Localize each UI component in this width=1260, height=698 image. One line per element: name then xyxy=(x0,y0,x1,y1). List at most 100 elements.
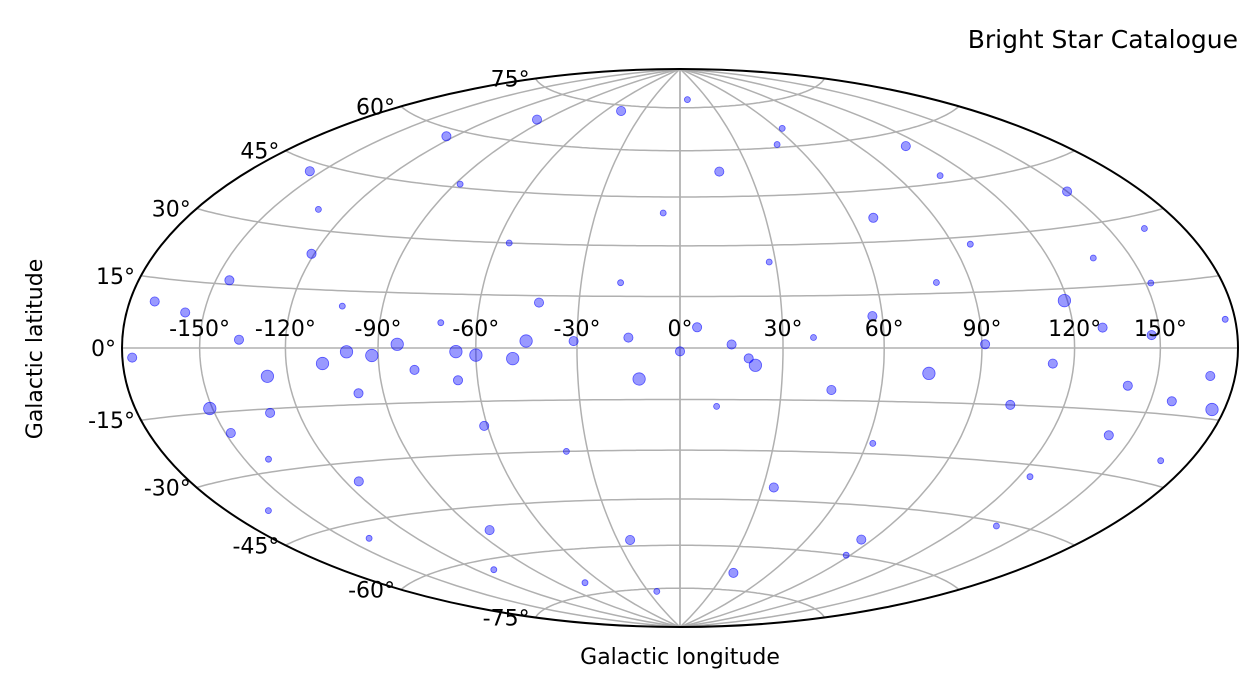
star-point xyxy=(338,302,346,310)
star-point xyxy=(842,551,850,559)
y-tick-label: 0° xyxy=(91,337,116,362)
star-point xyxy=(1205,370,1216,381)
star-point xyxy=(203,401,217,416)
star-point xyxy=(632,372,646,386)
star-point xyxy=(490,566,498,574)
y-tick-label: 60° xyxy=(356,95,395,120)
star-point xyxy=(1205,402,1219,417)
star-point xyxy=(826,384,837,395)
star-point xyxy=(456,180,464,188)
star-point xyxy=(1146,330,1157,341)
longitude-gridline xyxy=(679,68,1076,628)
star-point xyxy=(568,336,579,347)
star-point xyxy=(623,332,634,343)
star-point xyxy=(353,388,364,399)
y-axis-label: Galactic latitude xyxy=(23,259,48,439)
star-point xyxy=(469,348,483,362)
y-tick-label: -15° xyxy=(88,409,135,434)
star-point xyxy=(692,322,703,333)
star-point xyxy=(306,248,317,259)
star-point xyxy=(437,319,445,327)
x-tick-label: 90° xyxy=(963,317,1002,342)
longitude-gridline xyxy=(679,68,1162,628)
star-point xyxy=(728,567,739,578)
star-point xyxy=(1097,322,1108,333)
star-point xyxy=(1005,399,1016,410)
star-point xyxy=(1089,254,1097,262)
star-point xyxy=(365,534,373,542)
x-tick-label: -90° xyxy=(355,317,402,342)
star-point xyxy=(726,339,737,350)
star-point xyxy=(1062,186,1073,197)
star-point xyxy=(484,525,495,536)
star-point xyxy=(659,209,667,217)
x-tick-label: -120° xyxy=(255,317,316,342)
star-point xyxy=(441,131,452,142)
star-point xyxy=(933,279,940,286)
y-tick-label: 45° xyxy=(240,140,279,165)
star-point xyxy=(390,337,404,351)
x-tick-label: 150° xyxy=(1134,317,1187,342)
star-point xyxy=(869,439,877,447)
sky-border xyxy=(121,68,1239,628)
star-point xyxy=(339,345,354,359)
star-point xyxy=(856,534,867,545)
star-point xyxy=(868,212,879,223)
longitude-gridline xyxy=(679,68,784,628)
y-tick-label: 75° xyxy=(491,68,530,93)
star-point xyxy=(534,297,545,308)
x-tick-label: 120° xyxy=(1048,317,1101,342)
chart-title: Bright Star Catalogue xyxy=(968,25,1238,54)
star-point xyxy=(743,353,754,364)
star-point xyxy=(675,346,686,357)
star-point xyxy=(1166,396,1177,407)
star-point xyxy=(922,366,936,380)
star-point xyxy=(365,348,379,363)
star-point xyxy=(479,420,490,431)
star-point xyxy=(617,279,624,287)
star-point xyxy=(224,275,235,286)
star-point xyxy=(1221,315,1229,323)
star-point xyxy=(778,124,786,132)
star-point xyxy=(265,407,276,418)
star-point xyxy=(315,356,330,371)
star-point xyxy=(149,296,160,307)
star-point xyxy=(810,334,817,341)
star-point xyxy=(505,239,513,247)
star-point xyxy=(449,344,463,359)
y-tick-label: -45° xyxy=(232,534,279,559)
star-point xyxy=(867,311,878,322)
star-point xyxy=(1047,358,1058,369)
star-point xyxy=(563,447,570,455)
star-point xyxy=(714,166,725,177)
star-point xyxy=(264,507,272,515)
star-point xyxy=(304,166,315,177)
grid-layer xyxy=(122,68,1238,628)
star-point xyxy=(581,579,589,587)
y-tick-labels: -75° -60° -45° -30° -15° 0° 15° 30° 45° 60° 75° xyxy=(88,68,530,632)
y-tick-label: 15° xyxy=(96,265,135,290)
star-point xyxy=(1057,293,1072,308)
star-point xyxy=(616,106,627,117)
longitude-gridline xyxy=(475,68,681,628)
star-point xyxy=(980,339,991,350)
star-point xyxy=(768,482,779,493)
star-point xyxy=(653,588,661,595)
star-point xyxy=(127,352,138,363)
longitude-gridline xyxy=(576,68,681,628)
x-tick-label: 60° xyxy=(865,317,904,342)
x-tick-label: 30° xyxy=(764,317,803,342)
star-point xyxy=(506,351,520,366)
star-point xyxy=(260,369,274,383)
star-point xyxy=(684,96,691,103)
x-tick-labels: -150° -120° -90° -60° -30° 0° 30° 60° 90° 120° 150… xyxy=(169,317,1187,342)
star-point xyxy=(532,114,543,125)
star-point xyxy=(409,364,420,375)
star-point xyxy=(180,307,191,318)
star-point xyxy=(314,205,322,213)
longitude-gridline xyxy=(377,68,681,628)
star-point xyxy=(265,455,272,463)
x-tick-label: -60° xyxy=(452,317,499,342)
y-tick-label: -60° xyxy=(348,579,395,604)
